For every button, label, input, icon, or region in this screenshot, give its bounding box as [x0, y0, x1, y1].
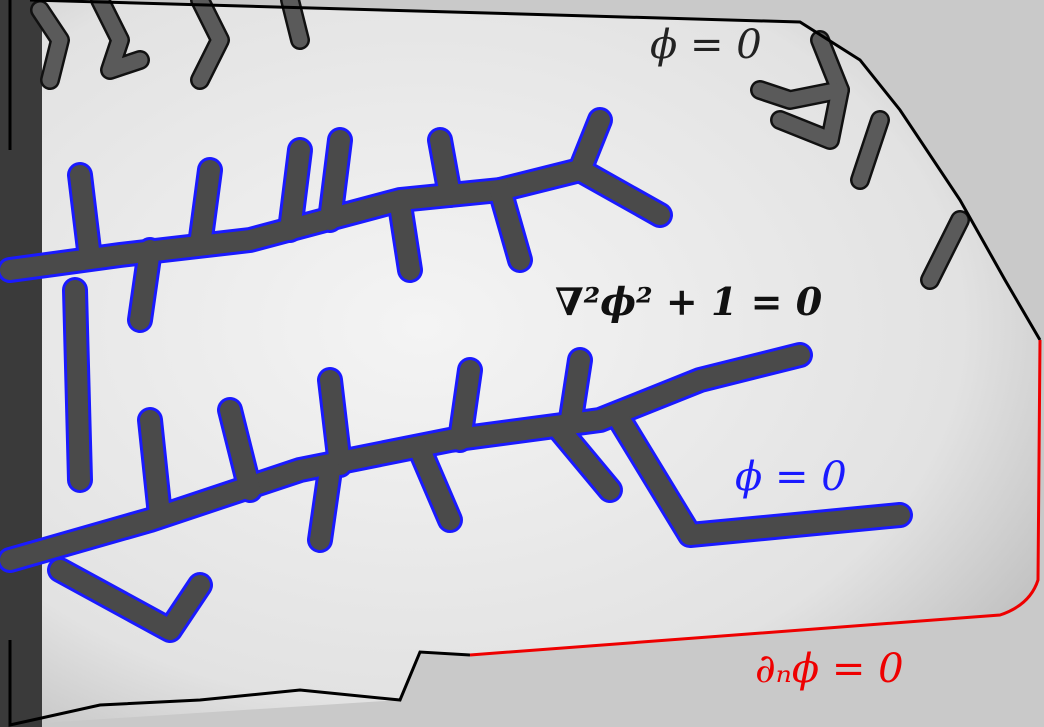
channel-boundary-label: ϕ = 0	[735, 454, 847, 500]
left-dark-band	[0, 0, 42, 727]
figure: ϕ = 0 ∇²ϕ² + 1 = 0 ϕ = 0 ∂ₙϕ = 0	[0, 0, 1044, 727]
equation-label: ∇²ϕ² + 1 = 0	[555, 279, 823, 324]
page: ϕ = 0 ∇²ϕ² + 1 = 0 ϕ = 0 ∂ₙϕ = 0 (() => …	[0, 0, 1044, 727]
top-boundary-label: ϕ = 0	[650, 22, 762, 68]
neumann-boundary-label: ∂ₙϕ = 0	[755, 646, 904, 692]
